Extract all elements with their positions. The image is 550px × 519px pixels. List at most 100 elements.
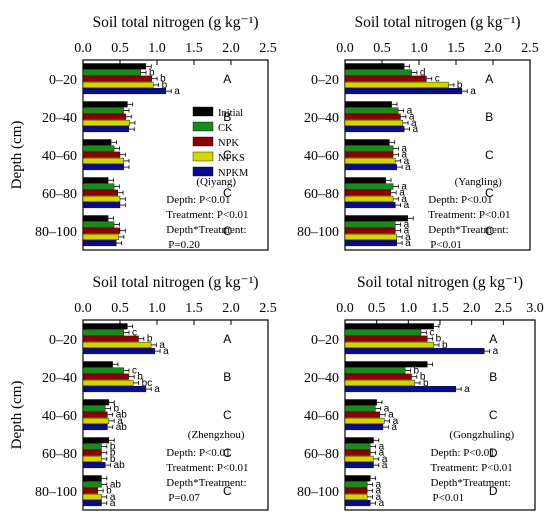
significance-letter: ab xyxy=(116,410,128,421)
significance-letter: a xyxy=(117,416,123,427)
site-label: (Yangling) xyxy=(455,176,503,188)
bar-initial xyxy=(344,475,371,482)
y-tick-label: 40–60 xyxy=(304,409,339,424)
bar-npkm xyxy=(344,386,457,393)
bar-ck xyxy=(82,329,124,336)
significance-letter: a xyxy=(470,86,476,97)
bar-initial xyxy=(82,361,113,368)
bar-ck xyxy=(344,405,376,412)
bar-ck xyxy=(82,145,115,152)
significance-letter: b xyxy=(114,403,120,414)
significance-letter: a xyxy=(405,232,411,243)
y-axis-label: Depth (cm) xyxy=(9,381,25,450)
x-tick-label: 0.5 xyxy=(111,301,129,316)
significance-letter: ab xyxy=(116,422,128,433)
legend-label: CK xyxy=(218,123,233,134)
stats-line: P<0.01 xyxy=(433,492,465,504)
y-tick-label: 40–60 xyxy=(42,409,77,424)
bar-npk xyxy=(82,75,153,82)
stats-line: P=0.20 xyxy=(168,239,200,251)
significance-letter: a xyxy=(174,86,180,97)
group-letter: C xyxy=(489,408,498,422)
y-tick-label: 20–40 xyxy=(42,111,77,126)
bar-npks xyxy=(344,157,396,164)
site-label: (Gongzhuling) xyxy=(449,429,514,441)
bar-initial xyxy=(82,63,147,70)
y-tick-label: 80–100 xyxy=(35,225,77,240)
stats-line: Treatment: P<0.01 xyxy=(431,462,513,474)
bar-npks xyxy=(344,379,415,386)
legend-label: NPKM xyxy=(218,168,249,179)
bar-initial xyxy=(344,177,386,184)
bar-npkm xyxy=(82,240,117,247)
significance-letter: a xyxy=(404,219,410,230)
group-letter: B xyxy=(223,370,231,384)
bar-npkm xyxy=(82,126,130,133)
x-tick-label: 2.0 xyxy=(484,41,502,56)
bar-npk xyxy=(82,335,139,342)
y-tick-label: 0–20 xyxy=(49,333,77,348)
y-tick-label: 20–40 xyxy=(304,111,339,126)
bar-npks xyxy=(344,119,403,126)
bar-npks xyxy=(344,233,397,240)
significance-letter: a xyxy=(404,156,410,167)
bar-ck xyxy=(344,183,394,190)
x-tick-label: 1.5 xyxy=(447,41,465,56)
bar-npk xyxy=(344,411,381,418)
group-letter: C xyxy=(485,224,494,238)
bar-ck xyxy=(82,183,115,190)
chart-title: Soil total nitrogen (g kg⁻¹) xyxy=(357,274,523,291)
significance-letter: a xyxy=(407,105,413,116)
significance-letter: c xyxy=(132,327,137,338)
legend-label: NPKS xyxy=(218,153,245,164)
stats-line: Depth: P<0.01 xyxy=(431,447,495,459)
group-letter: C xyxy=(223,186,232,200)
x-tick-label: 3.0 xyxy=(526,301,544,316)
bar-ck xyxy=(344,69,412,76)
chart-panel-2: Soil total nitrogen (g kg⁻¹)0.0 0.5 1.0 1.5… xyxy=(297,14,539,251)
chart-panel-3: Soil total nitrogen (g kg⁻¹)0.0 0.5 1.0 1.5… xyxy=(9,274,277,511)
significance-letter: c xyxy=(132,365,137,376)
significance-letter: b xyxy=(413,365,419,376)
bar-npks xyxy=(82,455,102,462)
bar-npks xyxy=(82,233,119,240)
y-tick-label: 0–20 xyxy=(49,73,77,88)
significance-letter: a xyxy=(110,498,116,509)
stats-line: Depth*Treatment: xyxy=(166,224,246,236)
bar-npkm xyxy=(344,126,405,133)
bar-npks xyxy=(82,493,102,500)
bar-npk xyxy=(82,189,118,196)
significance-letter: a xyxy=(375,486,381,497)
bar-npks xyxy=(82,417,110,424)
legend: Initial CK NPK NPKS NPKM xyxy=(192,106,249,179)
y-tick-label: 80–100 xyxy=(35,485,77,500)
bar-npk xyxy=(344,487,368,494)
x-tick-label: 1.0 xyxy=(148,301,166,316)
significance-letter: a xyxy=(382,454,388,465)
significance-letter: b xyxy=(457,80,463,91)
bar-npkm xyxy=(82,348,155,355)
bar-npk xyxy=(344,151,394,158)
significance-letter: a xyxy=(399,188,405,199)
stats-line: Treatment: P<0.01 xyxy=(166,462,248,474)
y-tick-label: 0–20 xyxy=(311,73,339,88)
bar-ck xyxy=(344,145,394,152)
significance-letter: a xyxy=(154,384,160,395)
significance-letter: a xyxy=(379,498,385,509)
bar-npkm xyxy=(82,88,167,95)
group-letter: B xyxy=(489,370,497,384)
significance-letter: b xyxy=(106,486,112,497)
bar-initial xyxy=(344,101,392,108)
significance-letter: b xyxy=(149,67,155,78)
significance-letter: a xyxy=(379,448,385,459)
bar-npkm xyxy=(344,202,396,209)
x-tick-label: 2.0 xyxy=(222,301,240,316)
bar-npks xyxy=(344,493,368,500)
legend-swatch-npk xyxy=(192,136,214,147)
significance-letter: a xyxy=(382,460,388,471)
bar-npks xyxy=(82,195,121,202)
significance-letter: a xyxy=(393,416,399,427)
stats-line: P=0.07 xyxy=(168,492,200,504)
significance-letter: b xyxy=(160,74,166,85)
